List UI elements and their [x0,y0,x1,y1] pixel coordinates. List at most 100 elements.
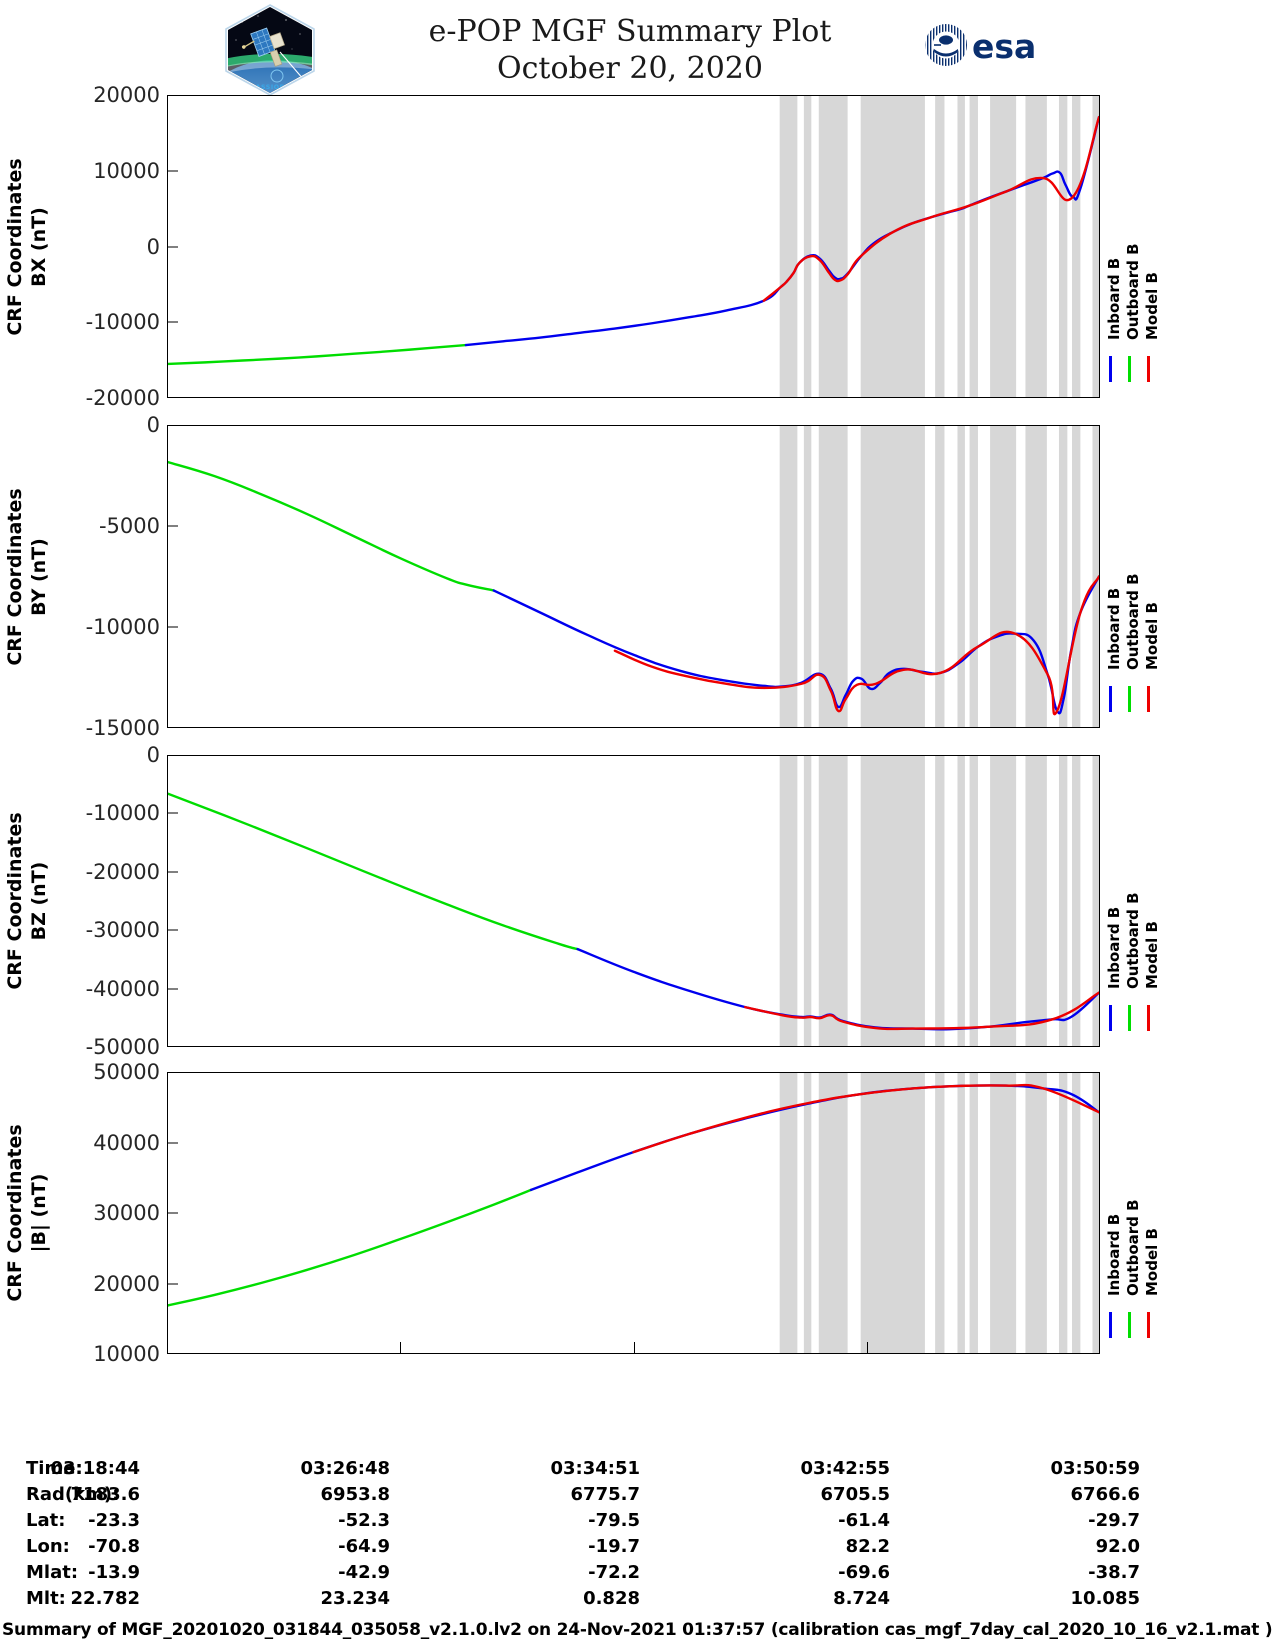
y-tick-label: -10000 [85,310,160,335]
plot-panel-b [167,1072,1100,1354]
legend-swatch [1128,356,1131,382]
y-tick-label: 0 [146,413,160,437]
esa-logo-icon: esa [922,22,1044,68]
y-axis-ticks-bx: 20000 10000 0 -10000 -20000 [0,83,160,410]
shaded-interval [969,426,978,727]
table-cell: 03:42:55 [800,1458,890,1479]
table-row-label: Rad(km): [26,1484,120,1505]
x-tick-mark [400,1342,402,1353]
shaded-interval [1072,96,1081,397]
table-cell: 6705.5 [820,1484,890,1505]
table-row: Mlat: -13.9 -42.9 -72.2 -69.6 -38.7 [0,1562,1275,1588]
svg-text:CASSIOPE: CASSIOPE [250,84,289,91]
y-tick-mark [167,929,178,931]
y-axis-title-line2: BY (nT) [28,537,50,616]
y-tick-label: 30000 [93,1201,160,1225]
shaded-interval [803,426,812,727]
legend-swatch [1147,686,1150,712]
table-row: Lat: -23.3 -52.3 -79.5 -61.4 -29.7 [0,1510,1275,1536]
table-cell: 23.234 [320,1588,390,1609]
table-cell: 03:26:48 [300,1458,390,1479]
legend-label: Outboard B [1124,1199,1142,1296]
legend-swatch [1109,686,1112,712]
legend-label: Model B [1143,1228,1161,1296]
legend-swatch [1128,1312,1131,1338]
table-cell: -19.7 [588,1536,640,1557]
legend-swatch [1147,356,1150,382]
table-cell: 10.085 [1070,1588,1140,1609]
table-cell: 6775.7 [570,1484,640,1505]
shaded-interval [779,756,798,1046]
y-tick-label: -50000 [85,1035,160,1059]
table-cell: 6953.8 [320,1484,390,1505]
legend-label: Outboard B [1124,892,1142,989]
shaded-interval [779,426,798,727]
shaded-interval [990,426,1017,727]
y-axis-title-line1: CRF Coordinates [4,812,26,990]
shaded-interval [990,756,1017,1046]
shaded-interval [1092,1073,1099,1353]
esa-wordmark: esa [972,27,1036,66]
legend: Inboard B Outboard B Model B [1105,785,1175,1037]
shaded-interval [969,96,978,397]
y-tick-label: 10000 [93,158,160,183]
shaded-interval [957,426,965,727]
cassiope-mission-patch-icon: CASSIOPE [220,4,320,96]
y-tick-mark [167,1142,178,1143]
series-line-outboard-b [168,462,494,590]
table-cell: -61.4 [838,1510,890,1531]
y-axis-title-line2: BX (nT) [28,206,50,287]
y-tick-label: 0 [146,743,160,767]
table-row-label: Mlat: [26,1562,79,1583]
shaded-interval [1025,426,1047,727]
shaded-interval [818,426,848,727]
legend-swatch [1109,1005,1112,1031]
y-tick-mark [167,525,178,527]
shaded-interval [860,756,925,1046]
table-cell: 8.724 [833,1588,890,1609]
shaded-interval [1058,1073,1068,1353]
series-line-model-b [764,117,1099,301]
page-title-line1: e-POP MGF Summary Plot [428,14,832,49]
y-tick-mark [167,626,178,628]
legend: Inboard B Outboard B Model B [1105,125,1175,388]
y-tick-mark [167,988,178,990]
y-tick-mark [167,1212,178,1214]
series-line-outboard-b [168,794,578,949]
ephemeris-table: Time: 03:18:44 03:26:48 03:34:51 03:42:55 03:… [0,1458,1275,1614]
y-tick-mark [167,871,178,873]
shaded-interval [860,426,925,727]
shaded-interval [1025,1073,1047,1353]
table-cell: -42.9 [338,1562,390,1583]
page-title: e-POP MGF Summary Plot October 20, 2020 [330,14,930,87]
table-cell: -69.6 [838,1562,890,1583]
y-tick-mark [167,170,178,172]
legend-swatch [1147,1005,1150,1031]
table-cell: 0.828 [583,1588,640,1609]
y-tick-label: 10000 [93,1342,160,1366]
table-cell: -52.3 [338,1510,390,1531]
legend: Inboard B Outboard B Model B [1105,1102,1175,1344]
legend-swatch [1109,1312,1112,1338]
shaded-interval [818,96,848,397]
legend-label: Model B [1143,602,1161,670]
y-axis-ticks-b: 50000 40000 30000 20000 10000 [0,1060,160,1366]
shaded-interval [803,1073,812,1353]
table-cell: -70.8 [88,1536,140,1557]
table-cell: 03:18:44 [50,1458,140,1479]
y-tick-label: -10000 [85,801,160,826]
shaded-interval [779,96,798,397]
plot-canvas [168,426,1099,727]
table-cell: -64.9 [338,1536,390,1557]
shaded-interval [1058,96,1068,397]
shaded-interval [803,756,812,1046]
page-title-line2: October 20, 2020 [497,50,763,86]
y-tick-mark [167,1283,178,1284]
shaded-interval [935,96,945,397]
table-cell: -29.7 [1088,1510,1140,1531]
table-row: Lon: -70.8 -64.9 -19.7 82.2 92.0 [0,1536,1275,1562]
table-cell: -13.9 [88,1562,140,1583]
table-cell: -23.3 [88,1510,140,1531]
x-tick-mark [866,1342,868,1353]
